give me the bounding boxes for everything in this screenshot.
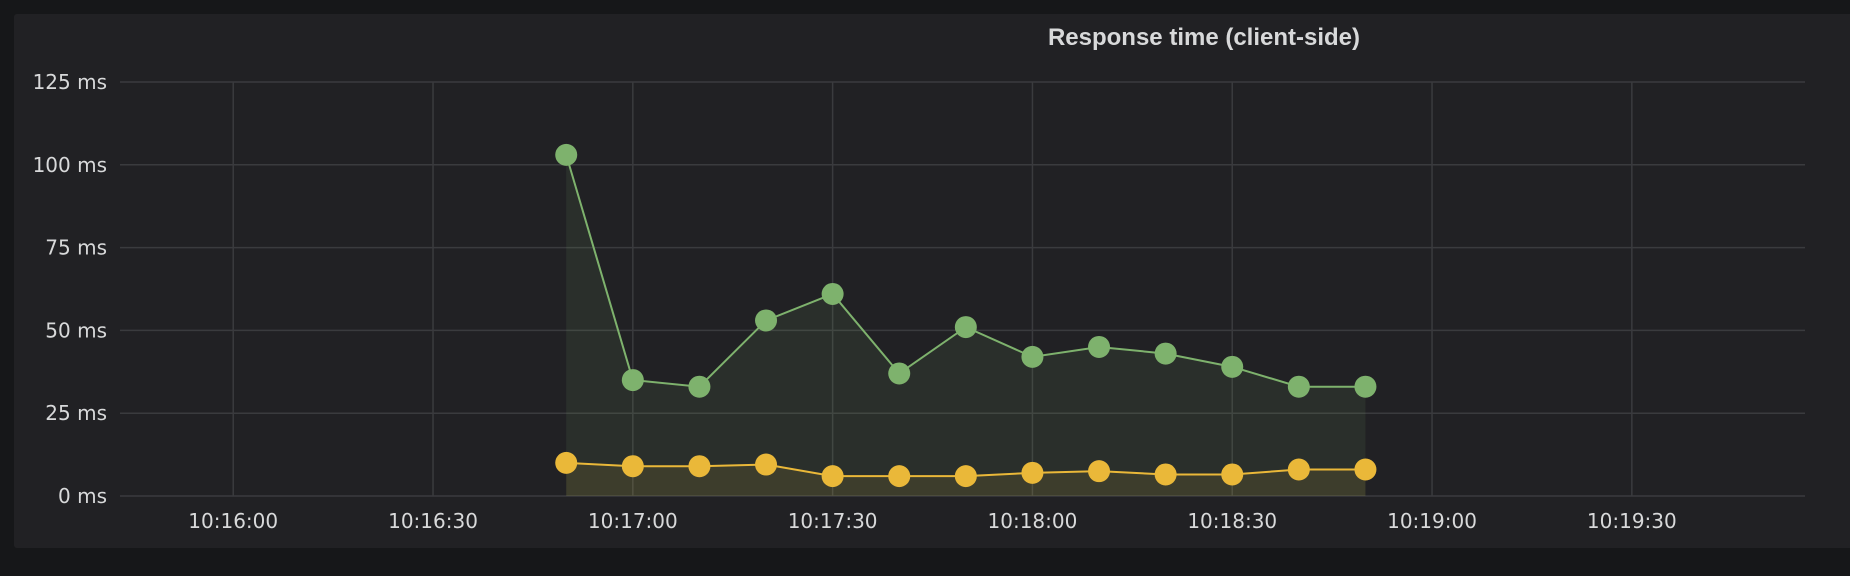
series-0-point [821, 282, 844, 305]
series-1-point [1287, 458, 1310, 481]
series-1-point [954, 465, 977, 488]
x-tick-label: 10:19:30 [1587, 509, 1677, 533]
series-1-point [755, 453, 778, 476]
series-1-point [1354, 458, 1377, 481]
series-1-point [1154, 463, 1177, 486]
x-tick-label: 10:18:30 [1187, 509, 1277, 533]
x-tick-label: 10:19:00 [1387, 509, 1477, 533]
series-0-point [621, 369, 644, 392]
series-1-point [621, 455, 644, 478]
series-1-point [1021, 461, 1044, 484]
y-tick-label: 0 ms [58, 484, 107, 508]
chart-panel [14, 14, 1850, 548]
series-1-point [688, 455, 711, 478]
series-0-point [1154, 342, 1177, 365]
series-1-point [555, 451, 578, 474]
panel-title[interactable]: Response time (client-side) [1047, 24, 1361, 51]
y-tick-label: 25 ms [45, 401, 107, 425]
series-1-point [1088, 460, 1111, 483]
series-0-area [566, 154, 1366, 496]
x-tick-label: 10:16:00 [188, 509, 278, 533]
y-tick-label: 50 ms [45, 318, 107, 342]
series-1-point [821, 465, 844, 488]
series-0-point [1088, 335, 1111, 358]
series-0-point [888, 362, 911, 385]
x-tick-label: 10:17:00 [588, 509, 678, 533]
series-0-point [1221, 355, 1244, 378]
series-0-point [1354, 375, 1377, 398]
series-0-point [1287, 375, 1310, 398]
y-tick-label: 100 ms [33, 153, 107, 177]
x-tick-label: 10:17:30 [788, 509, 878, 533]
y-tick-label: 75 ms [45, 236, 107, 260]
series-0-point [954, 316, 977, 339]
x-tick-label: 10:18:00 [988, 509, 1078, 533]
series-1-point [1221, 463, 1244, 486]
series-1-point [888, 465, 911, 488]
x-tick-label: 10:16:30 [388, 509, 478, 533]
y-tick-label: 125 ms [33, 70, 107, 94]
series-0-point [555, 143, 578, 166]
series-0-point [1021, 345, 1044, 368]
series-0-point [755, 309, 778, 332]
series-0-point [688, 375, 711, 398]
